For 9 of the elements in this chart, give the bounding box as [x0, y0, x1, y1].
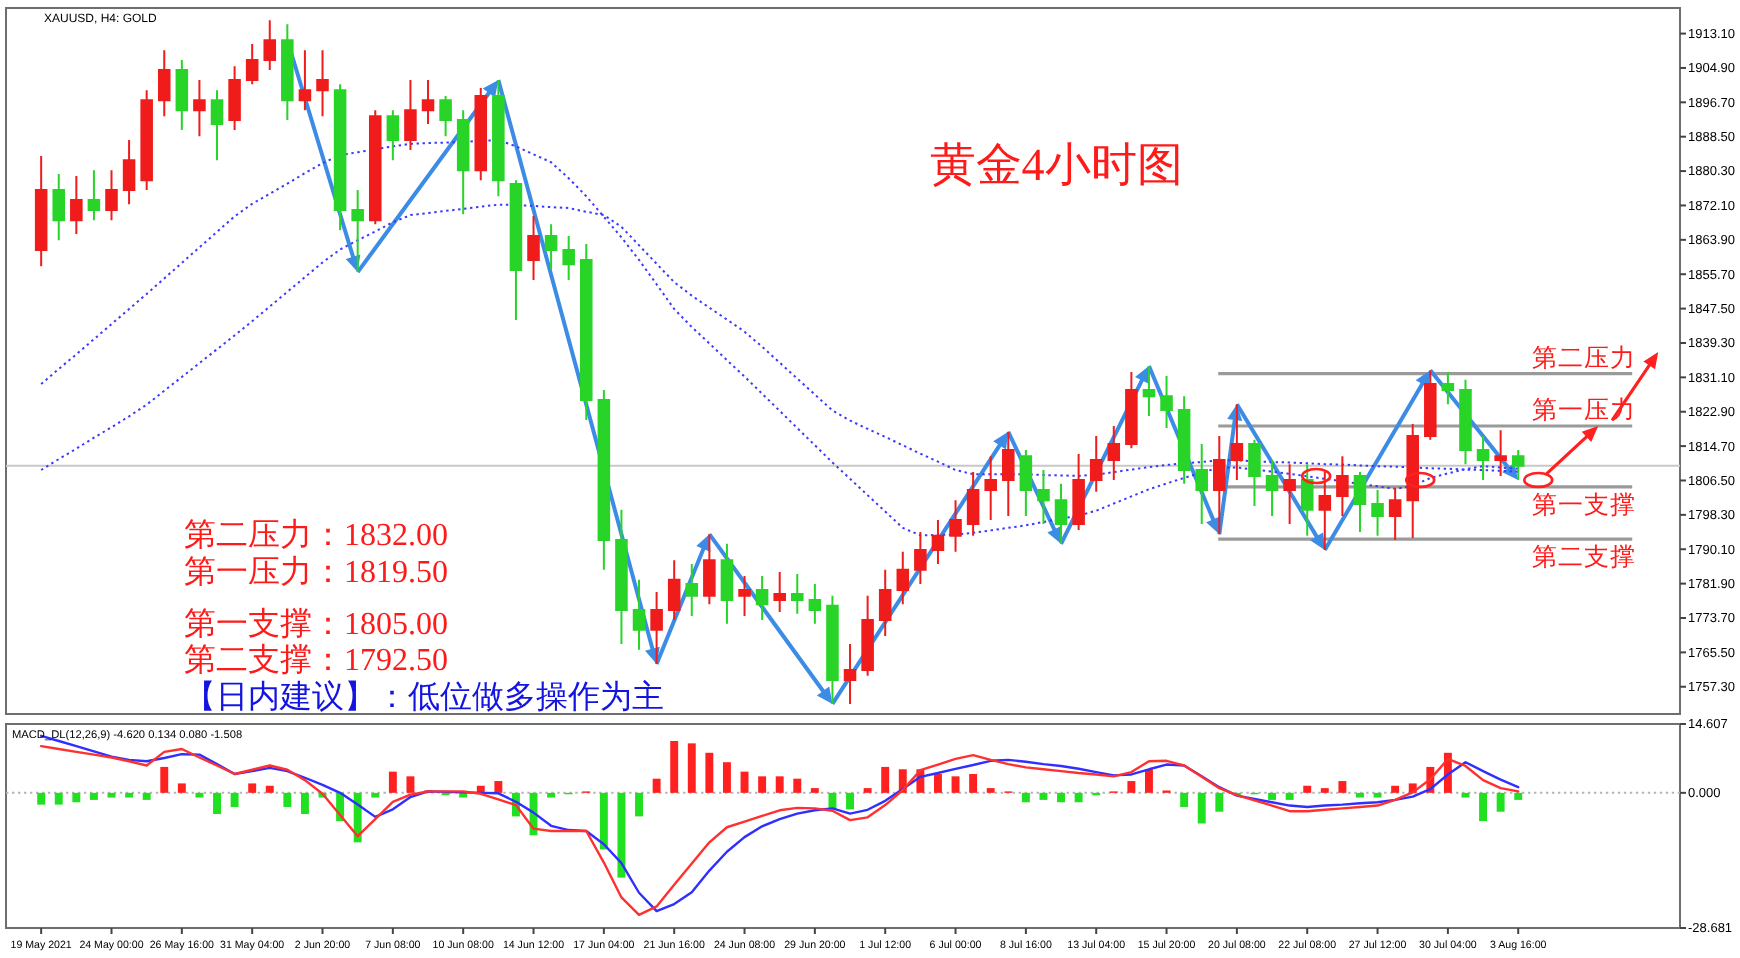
ref-line-label: 第一支撑 [1532, 490, 1637, 519]
annotation: 第一支撑：1805.00 [184, 606, 448, 642]
annotation: 第二压力：1832.00 [184, 517, 448, 554]
annotation: 第二支撑：1792.50 [184, 642, 448, 678]
annotation: 【日内建议】：低位做多操作为主 [184, 678, 664, 715]
text: 黄金4小时图 [929, 140, 1183, 190]
annotation: 第一压力：1819.50 [184, 554, 448, 590]
ref-line-label: 第二压力 [1532, 343, 1637, 372]
ref-line-label: 第二支撑 [1532, 543, 1637, 572]
